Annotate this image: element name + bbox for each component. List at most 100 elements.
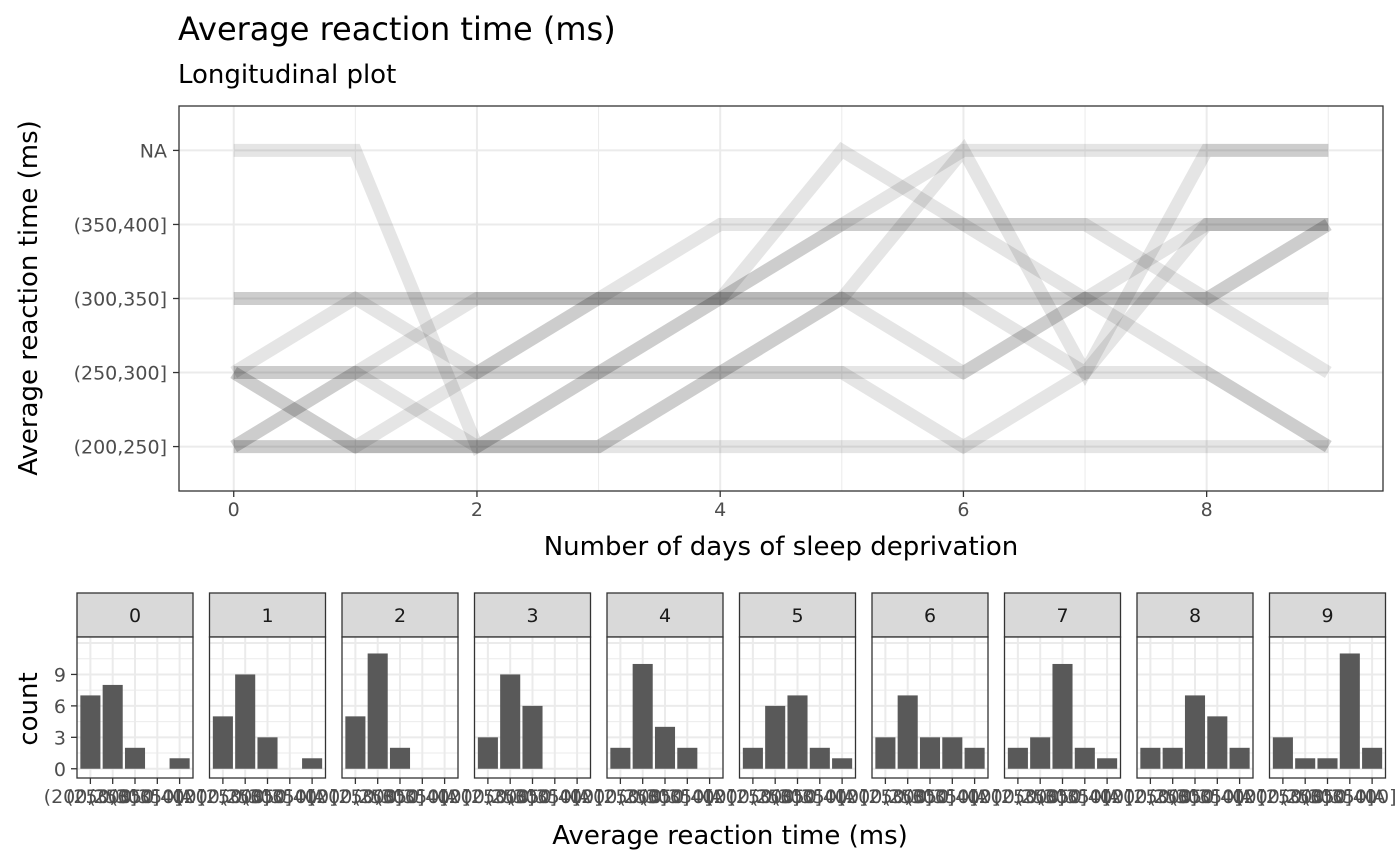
histogram-bar [477, 737, 498, 769]
facet-x-tick-label: NA [1359, 786, 1386, 808]
histogram-bar [389, 747, 411, 769]
facet-x-tick-label: (250,300] [861, 786, 954, 808]
facet-x-tick-label: NA [961, 786, 988, 808]
facet-x-tick-label: (200,250] [44, 786, 137, 808]
facet-y-tick-label: 0 [54, 759, 66, 781]
histogram-bar [654, 726, 676, 769]
facet-panel: 1 (200,250](250,300](300,350](350,400]NA [176, 592, 337, 808]
facet-x-tick-label: (350,400] [641, 786, 734, 808]
x-tick-label: 0 [228, 499, 240, 521]
histogram-bar [345, 716, 366, 769]
facet-x-tick-label: (250,300] [198, 786, 291, 808]
histogram-bar [367, 653, 388, 769]
facet-x-tick-label: (200,250] [309, 786, 402, 808]
longitudinal-axes: 0 2 4 6 8 (200,250] (250,300] (300,350] (350,400… [74, 140, 1213, 521]
series-line [233, 218, 1329, 381]
series-line [233, 218, 1332, 455]
histogram-bar [1162, 747, 1183, 769]
x-tick-label: 2 [471, 499, 483, 521]
facet-x-tick-label: (300,350] [618, 786, 711, 808]
facet-x-tick-label: NA [299, 786, 326, 808]
facet-x-tick-label: NA [1094, 786, 1121, 808]
facet-x-tick-label: (300,350] [353, 786, 446, 808]
histogram-bar [787, 695, 808, 769]
histogram-bar [1272, 737, 1293, 769]
histogram-bar [610, 747, 631, 769]
y-tick-label: (300,350] [74, 289, 167, 311]
facet-panel: 4 (200,250](250,300](300,350](350,400]NA [574, 592, 734, 808]
facet-panel: 9 (200,250](250,300](300,350](350,400]NA [1236, 592, 1397, 808]
facet-x-tick-label: (350,400] [243, 786, 336, 808]
series-line [233, 138, 1329, 454]
facet-strip [1268, 592, 1387, 638]
chart-title: Average reaction time (ms) [178, 10, 616, 48]
facet-strip-label: 2 [394, 605, 406, 627]
histogram-bar [1052, 663, 1073, 769]
histogram-bar [102, 684, 123, 769]
facet-x-tick-label: (300,350] [751, 786, 844, 808]
series-line [230, 218, 1329, 453]
histogram-bar [500, 674, 521, 769]
facet-x-tick-label: (200,250] [441, 786, 534, 808]
facet-x-tick-label: (200,250] [1236, 786, 1329, 808]
chart-subtitle: Longitudinal plot [178, 60, 396, 90]
facet-panel: 0 (200,250](250,300](300,350](350,400]NA 0… [44, 592, 204, 808]
series-line [233, 143, 1329, 457]
facet-x-tick-label: (350,400] [1038, 786, 1131, 808]
histogram-bar [1362, 747, 1383, 769]
facet-x-tick-label: NA [431, 786, 458, 808]
histogram-bar [80, 695, 101, 769]
facet-x-tick-label: (350,400] [1303, 786, 1396, 808]
histogram-bar [919, 737, 941, 769]
histogram-bar [169, 758, 190, 769]
histogram-bar [1097, 758, 1118, 769]
facet-panel: 3 (200,250](250,300](300,350](350,400]NA [441, 592, 602, 808]
series-line [233, 218, 1332, 381]
histogram-bar [677, 747, 698, 769]
facet-x-tick-label: (350,400] [111, 786, 204, 808]
facet-x-tick-label: (300,350] [1148, 786, 1241, 808]
facet-strip [76, 592, 194, 638]
facet-panel: 5 (200,250](250,300](300,350](350,400]NA [706, 592, 867, 808]
x-tick-label: 4 [714, 499, 726, 521]
facet-x-tick-label: (350,400] [376, 786, 469, 808]
histogram-bar [1339, 653, 1360, 769]
facet-x-tick-label: (200,250] [1104, 786, 1197, 808]
facet-x-tick-label: (300,350] [1281, 786, 1374, 808]
histogram-bar [1007, 747, 1028, 769]
facet-strip-label: 1 [261, 605, 273, 627]
histogram-bar [632, 663, 653, 769]
facet-x-tick-label: (200,250] [971, 786, 1064, 808]
histogram-bar [964, 747, 985, 769]
histogram-bar [875, 737, 896, 769]
longitudinal-x-axis-title: Number of days of sleep deprivation [544, 532, 1019, 562]
histogram-bar [522, 705, 543, 769]
facet-x-tick-label: (200,250] [574, 786, 667, 808]
facet-x-tick-label: (350,400] [508, 786, 601, 808]
facet-strip [871, 592, 989, 638]
y-tick-label: (350,400] [74, 214, 167, 236]
series-line [230, 366, 1332, 455]
facet-x-tick-label: (200,250] [176, 786, 269, 808]
facet-x-tick-label: (300,350] [883, 786, 976, 808]
y-tick-label: NA [140, 140, 167, 162]
longitudinal-panel: 0 2 4 6 8 (200,250] (250,300] (300,350] (350,400… [74, 105, 1384, 521]
facet-x-tick-label: (300,350] [486, 786, 579, 808]
histogram-bar [1295, 758, 1316, 769]
x-tick-label: 8 [1201, 499, 1213, 521]
facet-x-tick-label: (300,350] [221, 786, 314, 808]
facet-strip [606, 592, 724, 638]
facet-strip-label: 8 [1189, 605, 1201, 627]
facet-x-tick-label: (250,300] [1258, 786, 1351, 808]
series-line [230, 218, 1329, 453]
histogram-bar [1207, 716, 1228, 769]
facet-strip-label: 9 [1321, 605, 1333, 627]
histogram-bar [765, 705, 786, 769]
histogram-bar [257, 737, 278, 769]
series-line [230, 218, 1332, 379]
histogram-bar [742, 747, 763, 769]
facet-x-tick-label: (300,350] [88, 786, 181, 808]
facet-x-tick-label: NA [564, 786, 591, 808]
facet-x-tick-label: (250,300] [463, 786, 556, 808]
facet-x-tick-label: NA [1226, 786, 1253, 808]
